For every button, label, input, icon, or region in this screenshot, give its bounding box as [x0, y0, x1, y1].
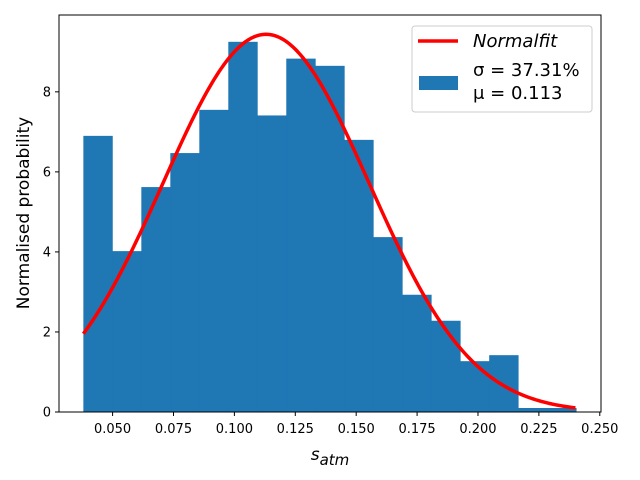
histogram-bar [228, 41, 258, 412]
x-tick-label: 0.075 [155, 422, 192, 437]
histogram-bar [199, 109, 229, 413]
histogram-bar [402, 294, 432, 412]
legend-mu-label: μ = 0.113 [473, 83, 563, 104]
legend-fit-label: Normalfit [473, 31, 558, 52]
x-tick-label: 0.225 [520, 422, 557, 437]
histogram-bar [547, 407, 577, 412]
legend-box [411, 25, 593, 113]
histogram-bar [518, 407, 548, 412]
histogram-bar [257, 115, 287, 412]
y-tick-label: 4 [43, 245, 51, 260]
histogram-bar [286, 58, 316, 412]
histogram-bars [83, 41, 577, 413]
x-tick-label: 0.200 [459, 422, 496, 437]
plot-frame [58, 14, 602, 413]
x-tick-label: 0.125 [277, 422, 314, 437]
y-tick-label: 2 [43, 325, 51, 340]
x-tick-label: 0.250 [581, 422, 618, 437]
normal-fit-curve [81, 32, 576, 410]
histogram-bar [373, 237, 403, 412]
x-axis-ticks: 0.050 0.075 0.100 0.125 0.150 0.175 0.200 0.225… [94, 412, 618, 437]
histogram-bar [431, 320, 461, 412]
y-axis-label: Normalised probability [14, 117, 34, 309]
histogram-bar [141, 187, 171, 412]
y-tick-label: 6 [43, 165, 51, 180]
x-tick-label: 0.100 [216, 422, 253, 437]
y-tick-label: 8 [43, 85, 51, 100]
legend-bar-swatch [419, 76, 458, 90]
histogram-bar [83, 135, 113, 412]
x-tick-label: 0.050 [94, 422, 131, 437]
y-tick-label: 0 [43, 406, 51, 421]
legend-sigma-label: σ = 37.31% [473, 60, 580, 81]
histogram-bar [112, 251, 142, 412]
histogram-bar [170, 153, 200, 412]
x-tick-label: 0.175 [398, 422, 435, 437]
histogram-bar [489, 355, 519, 412]
legend: Normalfit σ = 37.31% μ = 0.113 [411, 25, 593, 113]
histogram-bar [460, 361, 490, 412]
x-tick-label: 0.150 [338, 422, 375, 437]
y-axis-ticks: 0 2 4 6 8 [43, 85, 59, 421]
x-axis-label: satm [311, 445, 350, 469]
